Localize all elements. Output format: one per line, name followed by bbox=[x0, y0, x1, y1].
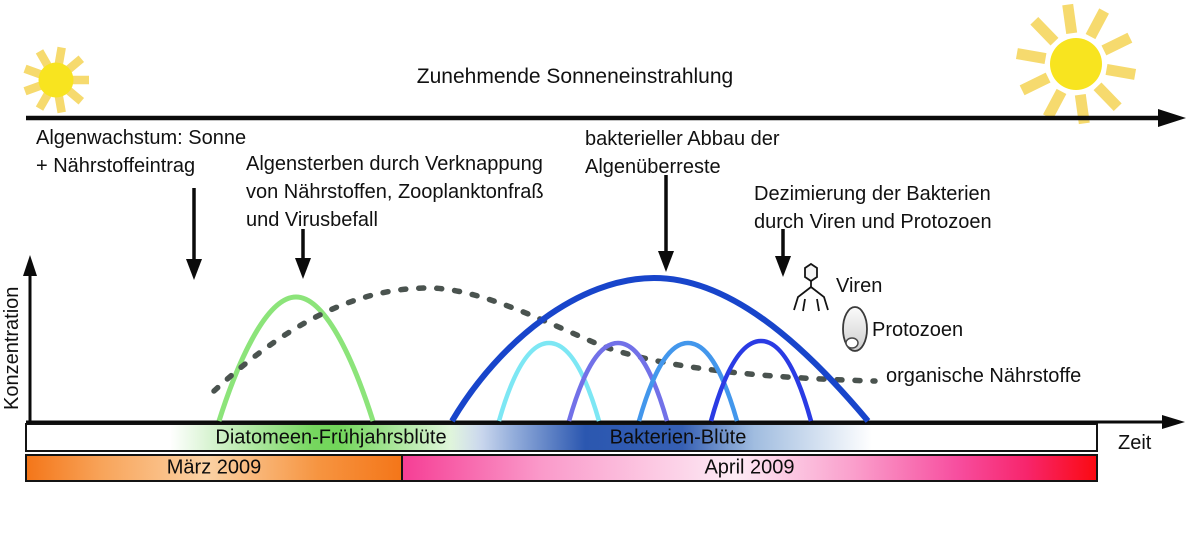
bacteria-subpopulation-curve-4 bbox=[708, 338, 814, 422]
bloom-label-bar: Diatomeen-Frühjahrsblüte Bakterien-Blüte bbox=[25, 423, 1098, 452]
diatom-bloom-curve bbox=[216, 294, 376, 422]
protozoan-icon bbox=[842, 306, 868, 352]
organic-nutrients-label: organische Nährstoffe bbox=[886, 365, 1082, 387]
solar-radiation-label: Zunehmende Sonneneinstrahlung bbox=[416, 65, 734, 88]
annotation-bacterial-decomposition: bakterieller Abbau der Algenüberreste bbox=[585, 128, 780, 178]
down-arrow-bacteria-decimation bbox=[775, 229, 791, 277]
solar-radiation-arrow bbox=[26, 109, 1186, 127]
x-axis-label: Zeit bbox=[1118, 432, 1152, 454]
viruses-label: Viren bbox=[836, 275, 883, 297]
annotation-arrows bbox=[186, 175, 791, 280]
month-bar: März 2009 April 2009 bbox=[25, 454, 1098, 482]
bacteria-bloom-curve bbox=[449, 274, 871, 423]
down-arrow-algae-death bbox=[295, 229, 311, 279]
down-arrow-bacterial-decomposition bbox=[658, 175, 674, 272]
virus-icon bbox=[793, 262, 829, 312]
bacteria-bloom-label: Bakterien-Blüte bbox=[609, 426, 747, 448]
sun-icon-large bbox=[1015, 3, 1137, 125]
y-axis bbox=[23, 255, 37, 424]
bacteria-bloom-gradient bbox=[450, 425, 872, 450]
annotation-algae-death: Algensterben durch Verknappung von Nährs… bbox=[246, 153, 544, 231]
diatom-bloom-gradient bbox=[170, 425, 482, 450]
annotation-bacteria-decimation: Dezimierung der Bakterien durch Viren un… bbox=[754, 183, 992, 233]
march-label: März 2009 bbox=[166, 456, 262, 479]
sun-icon-small bbox=[23, 46, 89, 114]
diatom-bloom-label: Diatomeen-Frühjahrsblüte bbox=[215, 426, 447, 448]
x-axis bbox=[26, 415, 1185, 429]
protozoa-label: Protozoen bbox=[872, 319, 964, 341]
down-arrow-algae-growth bbox=[186, 188, 202, 280]
annotation-algae-growth: Algenwachstum: Sonne + Nährstoffeintrag bbox=[36, 127, 247, 177]
y-axis-label: Konzentration bbox=[1, 286, 23, 410]
april-label: April 2009 bbox=[704, 456, 795, 479]
april-bar: April 2009 bbox=[403, 456, 1096, 480]
march-bar: März 2009 bbox=[27, 456, 403, 480]
bacteria-subpopulation-curve-3 bbox=[636, 340, 740, 422]
